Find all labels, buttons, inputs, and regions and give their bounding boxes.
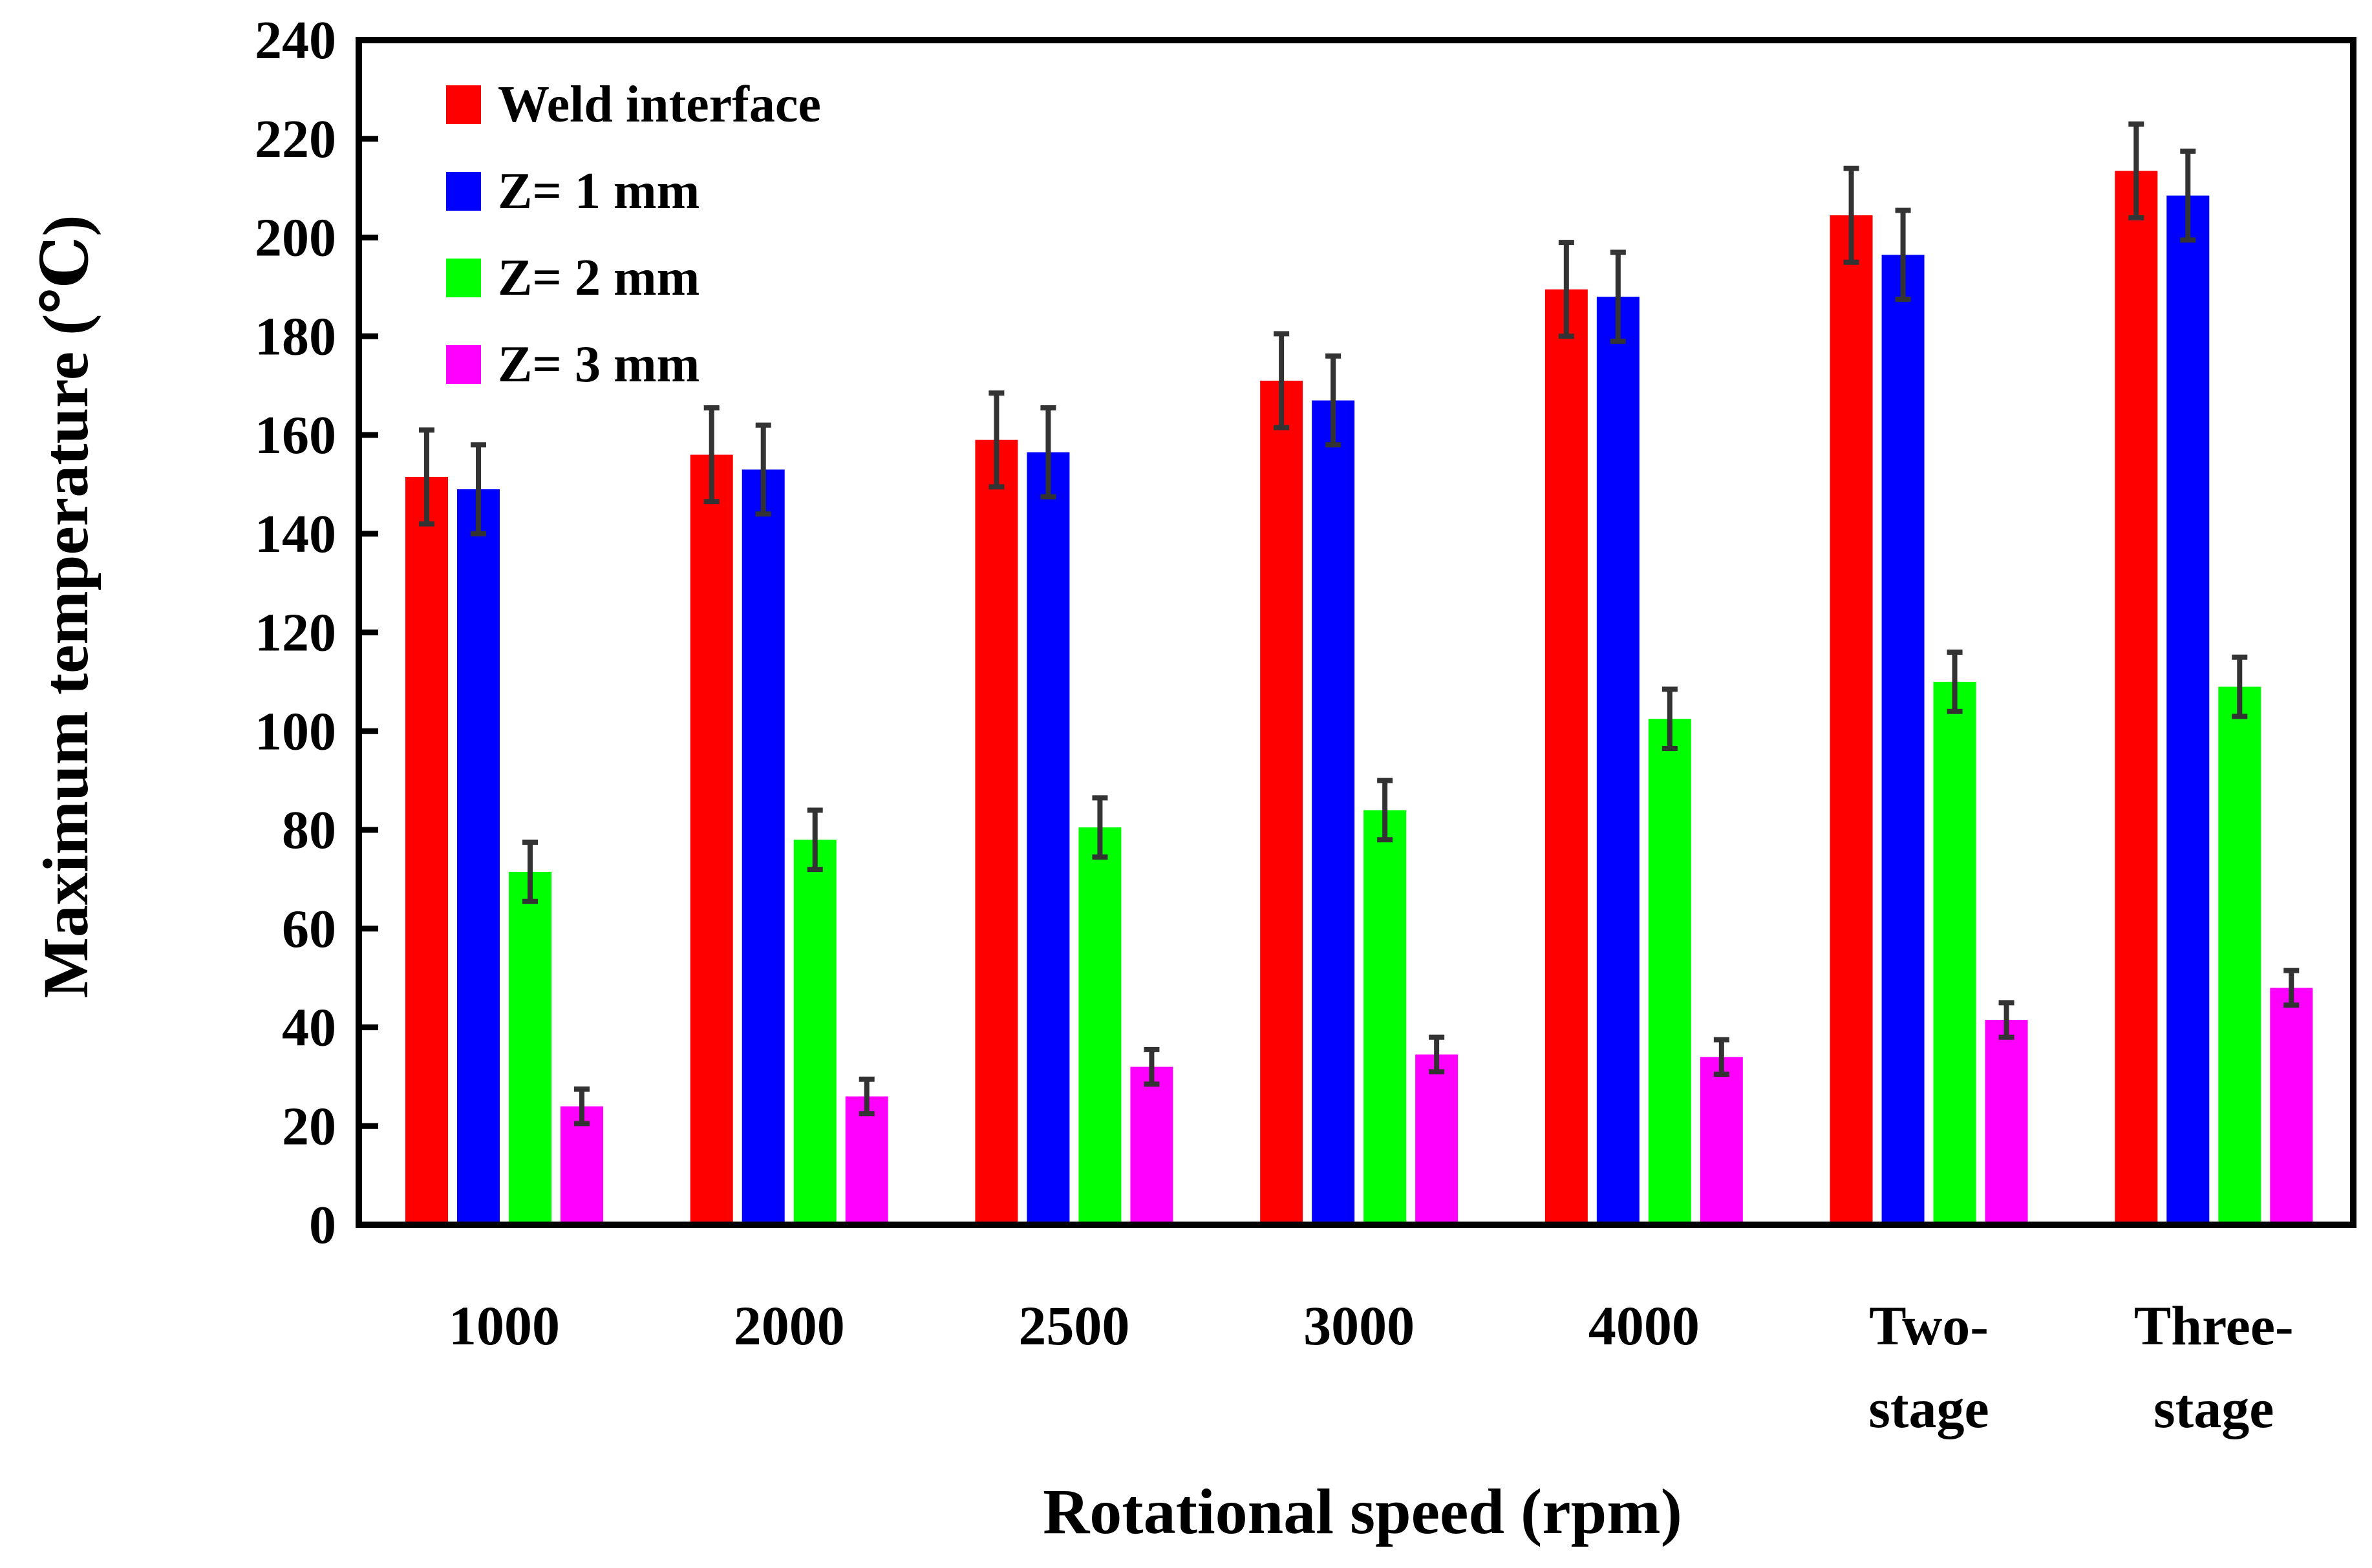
y-tick-label: 40 (282, 998, 336, 1058)
y-tick-label: 0 (309, 1195, 336, 1255)
y-axis-title: Maximum temperature (℃) (30, 215, 102, 998)
bar (1415, 1054, 1458, 1225)
bar (1130, 1066, 1173, 1225)
bar (793, 840, 837, 1225)
bar (975, 440, 1018, 1225)
y-tick-label: 80 (282, 800, 336, 860)
legend-swatch (446, 85, 481, 124)
bar (1648, 719, 1691, 1225)
x-category-label: 4000 (1588, 1295, 1700, 1357)
bar (1027, 452, 1070, 1225)
bar (1933, 681, 1976, 1225)
x-category-label: 2000 (734, 1295, 845, 1357)
legend-label: Z= 3 mm (498, 336, 700, 393)
bar (2270, 988, 2313, 1225)
x-category-label: stage (2153, 1377, 2274, 1439)
y-tick-label: 140 (255, 504, 336, 564)
x-category-label: Three- (2134, 1295, 2294, 1357)
bar (2218, 686, 2261, 1225)
y-tick-label: 60 (282, 899, 336, 959)
bar (1596, 297, 1640, 1225)
legend-label: Z= 1 mm (498, 163, 700, 220)
x-category-label: 1000 (449, 1295, 560, 1357)
bar (1544, 289, 1588, 1225)
x-category-label: Two- (1869, 1295, 1989, 1357)
legend-label: Weld interface (498, 76, 821, 133)
bar (1078, 827, 1122, 1225)
bar (742, 469, 785, 1225)
y-axis-ticks: 0 20 40 60 80 100 120 140 160 180 200 220 240 (255, 10, 378, 1255)
bar (1985, 1020, 2028, 1225)
bar (1363, 810, 1407, 1225)
x-axis-title: Rotational speed (rpm) (1043, 1476, 1682, 1547)
bar (1312, 400, 1355, 1225)
x-axis-category-labels: 1000 2000 2500 3000 4000 Two-stage Three-stage (449, 1295, 2294, 1439)
bar (405, 476, 448, 1225)
y-tick-label: 240 (255, 10, 336, 70)
bar-series (405, 121, 2313, 1225)
x-category-label: stage (1868, 1377, 1989, 1439)
bar (2115, 171, 2158, 1225)
legend-swatch (446, 345, 481, 384)
legend-swatch (446, 172, 481, 211)
bar (1830, 215, 1873, 1225)
legend-swatch (446, 259, 481, 297)
y-tick-label: 120 (255, 603, 336, 663)
bar (1881, 255, 1925, 1225)
bar (845, 1096, 888, 1225)
legend-label: Z= 2 mm (498, 249, 700, 306)
bar (1700, 1057, 1743, 1225)
y-tick-label: 160 (255, 405, 336, 465)
x-category-label: 2500 (1018, 1295, 1129, 1357)
y-tick-label: 20 (282, 1096, 336, 1156)
bar (690, 454, 733, 1225)
y-tick-label: 100 (255, 701, 336, 761)
legend: Weld interface Z= 1 mm Z= 2 mm Z= 3 mm (446, 76, 821, 393)
plot-frame (356, 37, 2356, 1228)
x-category-label: 3000 (1303, 1295, 1415, 1357)
bar (2166, 195, 2210, 1225)
bar (457, 489, 500, 1225)
y-tick-label: 180 (255, 306, 336, 366)
y-tick-label: 200 (255, 208, 336, 268)
bar (509, 871, 551, 1225)
y-tick-label: 220 (255, 109, 336, 169)
bar (1260, 380, 1303, 1225)
